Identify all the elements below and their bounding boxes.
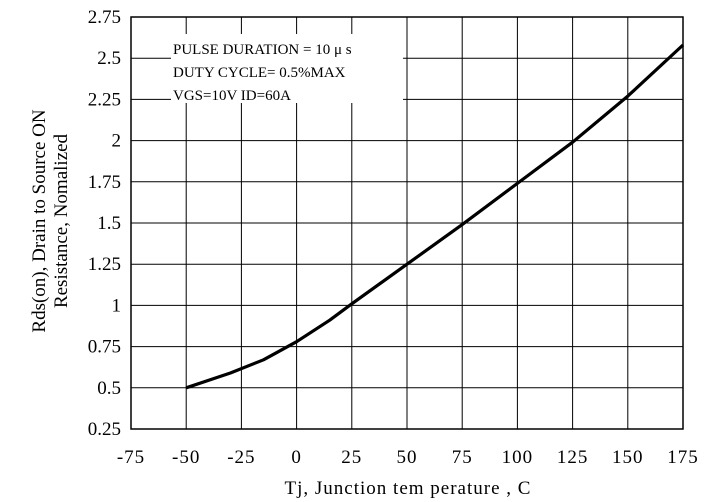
y-tick-label: 1 — [112, 295, 122, 316]
x-tick-label: -75 — [117, 447, 145, 468]
axis-frame — [130, 16, 684, 430]
y-tick-label: 2.5 — [97, 48, 121, 69]
x-axis-label: Tj, Junction tem perature , C — [285, 478, 532, 499]
x-tick-label: 50 — [397, 447, 418, 468]
y-tick-label: 1.5 — [97, 213, 121, 234]
y-axis-label-line-1: Rds(on), Drain to Source ON — [29, 109, 50, 332]
annotation-background — [171, 34, 403, 103]
series-layer — [185, 43, 685, 390]
x-tick-label: 0 — [291, 447, 302, 468]
x-tick-label: -50 — [172, 447, 200, 468]
y-tick-label: 0.25 — [88, 419, 121, 440]
annotation-box: PULSE DURATION = 10 μ s DUTY CYCLE= 0.5%… — [171, 34, 403, 104]
y-tick-label: 0.75 — [88, 337, 121, 358]
series-line — [185, 43, 685, 390]
y-tick-label: 2 — [112, 131, 122, 152]
x-tick-label: 100 — [502, 447, 534, 468]
y-tick-label: 1.75 — [88, 172, 121, 193]
plot-frame — [130, 16, 684, 430]
y-tick-label: 1.25 — [88, 254, 121, 275]
x-tick-label: -25 — [227, 447, 255, 468]
x-tick-label: 75 — [452, 447, 473, 468]
annotation-line-3: VGS=10V ID=60A — [173, 88, 291, 104]
annotation-line-2: DUTY CYCLE= 0.5%MAX — [173, 65, 346, 81]
tick-labels: -75 -50 -25 0 25 50 75 100 125 150 175 0.25 0.5 0.75 1… — [88, 7, 699, 468]
y-tick-label: 2.75 — [88, 7, 121, 28]
y-tick-label: 0.5 — [97, 378, 121, 399]
x-tick-label: 125 — [557, 447, 589, 468]
y-axis-label-line-2: Resistance, Nomalized — [51, 133, 72, 308]
y-tick-label: 2.25 — [88, 89, 121, 110]
x-tick-label: 150 — [612, 447, 644, 468]
x-tick-label: 175 — [667, 447, 699, 468]
annotation-line-1: PULSE DURATION = 10 μ s — [173, 42, 352, 58]
x-tick-label: 25 — [341, 447, 362, 468]
